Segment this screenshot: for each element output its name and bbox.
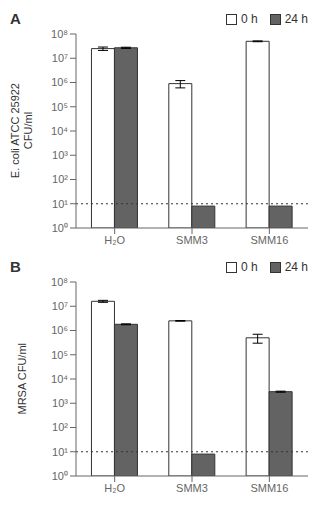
svg-text:10⁷: 10⁷ xyxy=(52,52,68,64)
svg-text:SMM3: SMM3 xyxy=(176,234,208,246)
svg-text:SMM16: SMM16 xyxy=(250,482,288,494)
svg-text:10²: 10² xyxy=(52,421,68,433)
svg-text:10⁵: 10⁵ xyxy=(51,101,68,113)
svg-text:10⁰: 10⁰ xyxy=(52,222,68,234)
svg-text:10⁵: 10⁵ xyxy=(51,349,68,361)
html-text:E. coli ATCC 25922 CFU/ml: E. coli ATCC 25922 CFU/ml xyxy=(9,83,34,179)
svg-text:10¹: 10¹ xyxy=(52,198,68,210)
svg-text:10¹: 10¹ xyxy=(52,446,68,458)
svg-text:H₂O: H₂O xyxy=(104,234,125,246)
svg-text:10⁴: 10⁴ xyxy=(51,125,68,137)
html-text:B: B xyxy=(10,258,21,275)
svg-text:10⁷: 10⁷ xyxy=(52,300,68,312)
html-text:A: A xyxy=(10,10,21,27)
svg-text:10⁰: 10⁰ xyxy=(52,470,68,482)
svg-text:10²: 10² xyxy=(52,173,68,185)
svg-text:10⁸: 10⁸ xyxy=(51,276,68,288)
svg-text:10³: 10³ xyxy=(52,397,68,409)
svg-text:SMM16: SMM16 xyxy=(250,234,288,246)
html-text:MRSA CFU/ml: MRSA CFU/ml xyxy=(15,343,28,415)
svg-text:10⁶: 10⁶ xyxy=(51,76,68,88)
svg-text:SMM3: SMM3 xyxy=(176,482,208,494)
svg-text:10⁴: 10⁴ xyxy=(51,373,68,385)
html-text:0 h: 0 h xyxy=(241,12,258,26)
svg-text:10⁶: 10⁶ xyxy=(51,324,68,336)
html-text:0 h: 0 h xyxy=(241,260,258,274)
html-text:24 h: 24 h xyxy=(284,260,308,274)
svg-text:H₂O: H₂O xyxy=(104,482,125,494)
svg-text:10⁸: 10⁸ xyxy=(51,28,68,40)
svg-text:10³: 10³ xyxy=(52,149,68,161)
html-text:24 h: 24 h xyxy=(284,12,308,26)
